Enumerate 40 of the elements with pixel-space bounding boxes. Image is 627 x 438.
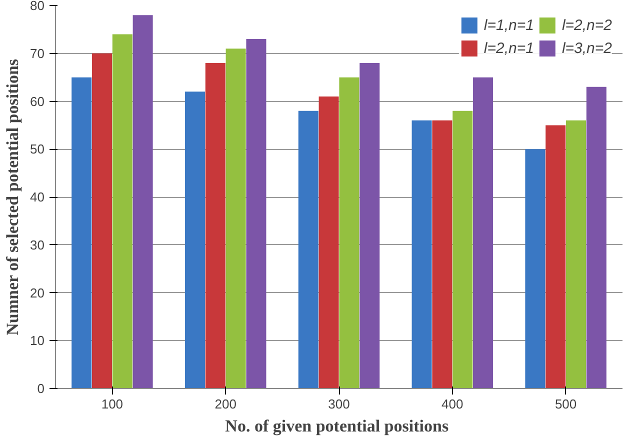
y-axis-title: Numner of selected potential positions [3, 58, 22, 336]
bar [452, 110, 473, 388]
bar [318, 96, 339, 388]
y-tick-label: 0 [37, 381, 45, 396]
bar [360, 62, 380, 388]
y-tick-label: 40 [30, 190, 45, 204]
bar [132, 15, 153, 388]
y-tick-label: 70 [30, 46, 45, 61]
y-tick-label: 50 [30, 142, 45, 157]
x-tick-label: 300 [328, 396, 350, 412]
x-tick-label: 200 [214, 396, 236, 412]
y-tick-label: 60 [30, 94, 45, 109]
bar [112, 34, 132, 388]
x-tick-label: 500 [554, 396, 577, 412]
bar [473, 77, 494, 388]
y-tick-label: 80 [30, 0, 45, 13]
y-tick-label: 20 [30, 285, 45, 300]
legend-label: l=2,n=1 [484, 40, 534, 56]
bar [412, 120, 432, 388]
bar [546, 125, 566, 388]
bar [586, 86, 606, 388]
bar [525, 149, 546, 388]
bar [298, 110, 318, 388]
y-tick-label: 30 [30, 237, 45, 252]
legend-label: l=3,n=2 [562, 40, 612, 56]
bar [432, 120, 452, 388]
x-tick-label: 100 [101, 396, 124, 412]
bar [205, 62, 226, 388]
bar [184, 92, 205, 388]
bar [226, 48, 246, 388]
bar [72, 77, 92, 388]
bar [246, 39, 266, 388]
y-tick-label: 10 [30, 333, 45, 348]
bar [339, 77, 360, 388]
x-tick-label: 400 [442, 396, 464, 412]
x-axis-title: No. of given potential positions [225, 416, 449, 436]
bar [566, 120, 586, 388]
legend-label: l=2,n=2 [562, 16, 612, 34]
legend-label: l=1,n=1 [484, 16, 534, 34]
bar [92, 53, 112, 388]
